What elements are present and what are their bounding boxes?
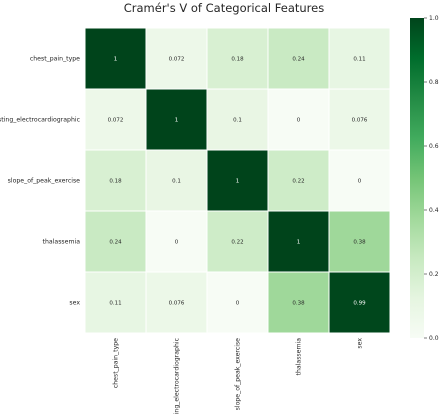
colorbar-tick-label: 1.0: [429, 15, 439, 22]
column-label: resting_electrocardiographic: [174, 337, 181, 414]
heatmap-cell: [145, 271, 208, 334]
column-label: slope_of_peak_exercise: [235, 338, 242, 411]
heatmap-cell: [145, 27, 208, 90]
heatmap-cell: [267, 149, 330, 212]
cell-value-label: 0: [236, 301, 240, 307]
heatmap-cell: [328, 271, 391, 334]
cell-value-label: 0: [297, 118, 301, 124]
heatmap-cell: [206, 27, 269, 90]
cell-value-label: 0: [358, 179, 362, 185]
cell-value-label: 0: [175, 240, 179, 246]
cell-value-label: 1: [297, 240, 301, 246]
colorbar-tick-label: 0.4: [429, 207, 439, 214]
colorbar-tick-label: 0.0: [429, 335, 439, 342]
heatmap-cell: [84, 271, 147, 334]
cell-value-label: 0.072: [169, 57, 185, 63]
cell-value-label: 0.99: [353, 301, 366, 307]
cell-value-label: 0.11: [109, 301, 121, 307]
cell-value-label: 0.1: [233, 118, 242, 124]
cell-value-label: 0.076: [169, 301, 185, 307]
chart-title: Cramér's V of Categorical Features: [124, 1, 324, 15]
cell-value-label: 1: [175, 118, 179, 124]
cell-value-label: 0.24: [109, 240, 122, 246]
column-label: sex: [357, 338, 364, 349]
cell-value-label: 0.072: [108, 118, 124, 124]
cell-value-label: 0.22: [292, 179, 304, 185]
cell-value-label: 0.18: [231, 57, 244, 63]
colorbar-tick-label: 0.2: [429, 271, 439, 278]
colorbar-ticks: 0.0 0.2 0.4 0.6 0.8 1.0: [424, 15, 439, 342]
heatmap-cell: [84, 210, 147, 273]
row-label: chest_pain_type: [30, 56, 80, 63]
column-labels: chest_pain_type resting_electrocardiograp…: [113, 337, 364, 414]
cell-value-label: 1: [114, 57, 118, 63]
row-label: slope_of_peak_exercise: [8, 178, 81, 185]
cell-value-label: 0.38: [353, 240, 366, 246]
row-label: resting_electrocardiographic: [0, 117, 81, 124]
heatmap-cell: [267, 210, 330, 273]
cell-value-label: 0.076: [352, 118, 368, 124]
cell-value-label: 0.11: [353, 57, 365, 63]
heatmap-cell: [206, 271, 269, 334]
colorbar-tick-label: 0.8: [429, 79, 439, 86]
cell-value-label: 1: [236, 179, 240, 185]
heatmap-cell: [206, 88, 269, 151]
column-label: chest_pain_type: [113, 338, 120, 388]
heatmap-cell: [84, 88, 147, 151]
cell-value-label: 0.18: [109, 179, 122, 185]
colorbar-tick-label: 0.6: [429, 143, 439, 150]
cell-value-label: 0.38: [292, 301, 305, 307]
heatmap-cell: [328, 88, 391, 151]
colorbar: [410, 18, 424, 338]
heatmap-cell: [328, 210, 391, 273]
column-label: thalassemia: [296, 338, 303, 376]
row-label: thalassemia: [43, 239, 81, 246]
cell-value-label: 0.24: [292, 57, 305, 63]
heatmap-cell: [84, 27, 147, 90]
row-labels: chest_pain_type resting_electrocardiograp…: [0, 56, 81, 307]
cell-value-label: 0.1: [172, 179, 181, 185]
heatmap-cell: [206, 210, 269, 273]
heatmap-cell: [145, 210, 208, 273]
row-label: sex: [69, 300, 80, 307]
heatmap-cell: [145, 149, 208, 212]
cell-value-label: 0.22: [231, 240, 243, 246]
